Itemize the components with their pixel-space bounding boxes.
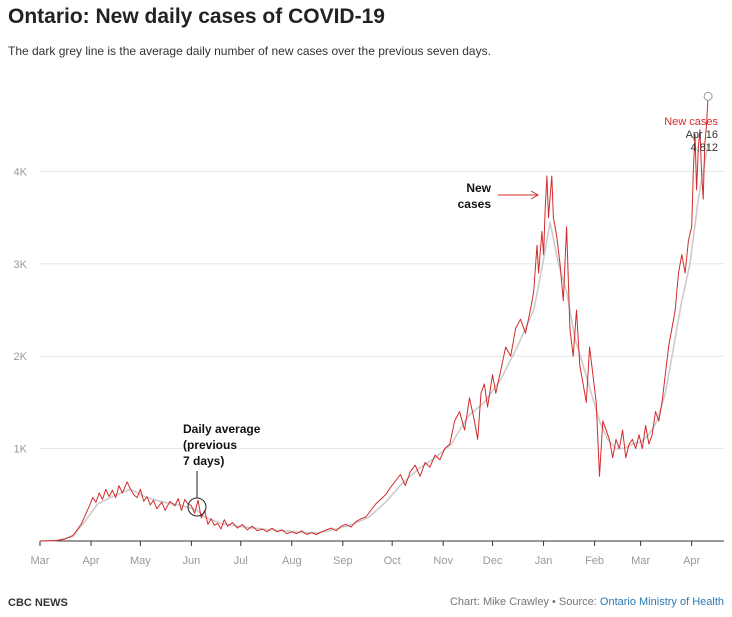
y-axis-labels: 1K 2K 3K 4K	[14, 166, 28, 455]
chart-credit: Chart: Mike Crawley • Source: Ontario Mi…	[450, 596, 724, 608]
credit-text: Chart: Mike Crawley • Source:	[449, 596, 600, 608]
x-tick-label: Jun	[183, 555, 201, 567]
last-value-label: New cases Apr 16 4,812	[664, 116, 718, 154]
x-tick-label: Mar	[631, 555, 650, 567]
x-tick-label: Mar	[31, 555, 50, 567]
x-tick-label: Feb	[585, 555, 604, 567]
annotation-avg-line1: Daily average	[183, 422, 261, 436]
gridlines	[40, 170, 724, 450]
last-value-series-name: New cases	[664, 116, 718, 128]
x-tick-label: Oct	[384, 555, 401, 567]
y-tick-label: 4K	[14, 166, 28, 178]
chart-title: Ontario: New daily cases of COVID-19	[8, 5, 385, 28]
annotation-avg-line2: (previous	[183, 438, 237, 452]
series-line-average	[39, 143, 709, 542]
last-value-number: 4,812	[690, 142, 718, 154]
x-tick-label: May	[130, 555, 151, 567]
annotation-avg-line3: 7 days)	[183, 454, 224, 468]
x-axis: Mar Apr May Jun Jul Aug Sep Oct Nov Dec Jan Feb Mar A…	[31, 540, 724, 567]
series-line-new-cases	[39, 96, 709, 542]
last-point-marker	[703, 91, 713, 101]
x-tick-label: Apr	[82, 555, 99, 567]
x-tick-label: Sep	[333, 555, 353, 567]
x-tick-label: Dec	[483, 555, 503, 567]
chart-subtitle: The dark grey line is the average daily …	[8, 44, 491, 58]
series-layer	[39, 91, 713, 542]
last-value-date: Apr 16	[686, 129, 718, 141]
x-tick-label: Jul	[234, 555, 248, 567]
annotation-new-cases: New cases	[458, 181, 540, 211]
source-link[interactable]: Ontario Ministry of Health	[599, 596, 724, 608]
y-tick-label: 3K	[14, 259, 28, 271]
annotation-new-cases-line2: cases	[458, 197, 492, 211]
annotation-new-cases-line1: New	[466, 181, 491, 195]
x-tick-label: Jan	[535, 555, 553, 567]
x-tick-label: Apr	[683, 555, 700, 567]
y-tick-label: 1K	[14, 444, 28, 456]
annotation-avg-circle	[187, 497, 207, 517]
y-tick-label: 2K	[14, 351, 28, 363]
x-tick-label: Aug	[282, 555, 302, 567]
cbc-news-logo: CBC NEWS	[8, 597, 68, 609]
annotation-daily-average: Daily average (previous 7 days)	[183, 422, 261, 517]
x-tick-label: Nov	[433, 555, 453, 567]
annotation-arrow-head	[530, 190, 540, 200]
